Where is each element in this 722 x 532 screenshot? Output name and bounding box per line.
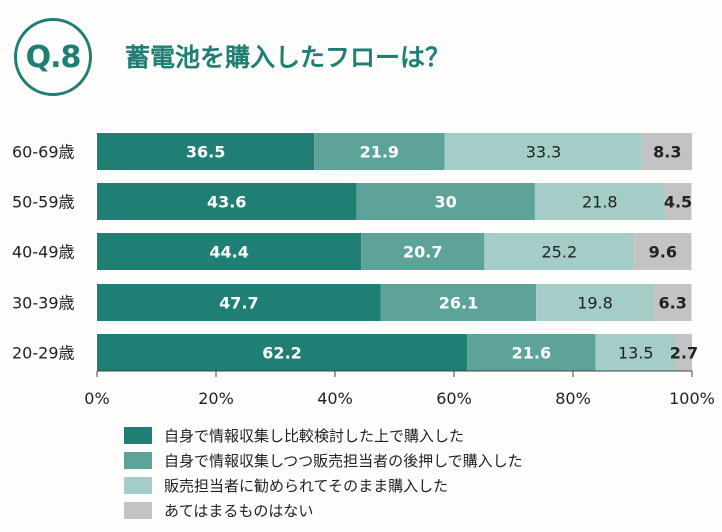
bar-segment	[534, 183, 665, 220]
data-label: 8.3	[653, 143, 681, 162]
legend: 自身で情報収集し比較検討した上で購入した自身で情報収集しつつ販売担当者の後押しで…	[124, 424, 523, 524]
legend-label: 自身で情報収集し比較検討した上で購入した	[164, 426, 465, 445]
bar-segment	[97, 183, 357, 220]
bar-segment	[97, 284, 381, 321]
bar-segment	[675, 334, 692, 371]
legend-swatch	[124, 451, 152, 469]
bar-segment	[356, 183, 535, 220]
x-tick-label: 100%	[669, 389, 715, 408]
data-label: 62.2	[262, 344, 301, 363]
legend-label: 販売担当者に勧められてそのまま購入した	[164, 476, 449, 495]
data-label: 43.6	[207, 193, 246, 212]
data-label: 20.7	[403, 243, 442, 262]
data-label: 25.2	[542, 243, 578, 262]
bar-segment	[467, 334, 596, 371]
data-label: 6.3	[658, 294, 686, 313]
question-badge: Q.8	[14, 18, 92, 96]
bar-segment	[642, 133, 692, 170]
bar-segment	[97, 133, 315, 170]
legend-item: 販売担当者に勧められてそのまま購入した	[124, 474, 523, 496]
legend-swatch	[124, 476, 152, 494]
data-label: 2.7	[670, 344, 698, 363]
legend-label: あてはまるものはない	[164, 501, 314, 520]
data-label: 19.8	[577, 294, 613, 313]
category-label: 50-59歳	[12, 193, 75, 212]
bar-segment	[97, 233, 362, 270]
x-tick-label: 60%	[436, 389, 472, 408]
data-label: 21.8	[582, 193, 618, 212]
category-label: 20-29歳	[12, 344, 75, 363]
bar-segment	[484, 233, 635, 270]
data-label: 30	[435, 193, 457, 212]
bar-segment	[595, 334, 676, 371]
bar-segment	[653, 284, 692, 321]
bar-segment	[97, 334, 468, 371]
bar-segment	[380, 284, 537, 321]
header: Q.8 蓄電池を購入したフローは？	[14, 18, 714, 98]
data-label: 13.5	[618, 344, 654, 363]
legend-item: 自身で情報収集しつつ販売担当者の後押しで購入した	[124, 449, 523, 471]
bar-segment	[664, 183, 692, 220]
data-label: 9.6	[649, 243, 677, 262]
legend-item: 自身で情報収集し比較検討した上で購入した	[124, 424, 523, 446]
data-label: 26.1	[439, 294, 478, 313]
data-label: 36.5	[186, 143, 225, 162]
data-label: 47.7	[219, 294, 258, 313]
bar-segment	[361, 233, 485, 270]
legend-swatch	[124, 501, 152, 519]
data-label: 33.3	[526, 143, 562, 162]
category-label: 40-49歳	[12, 243, 75, 262]
legend-label: 自身で情報収集しつつ販売担当者の後押しで購入した	[164, 451, 523, 470]
bar-segment	[314, 133, 445, 170]
question-title: 蓄電池を購入したフローは？	[125, 43, 451, 72]
data-label: 44.4	[209, 243, 248, 262]
data-label: 21.6	[512, 344, 551, 363]
legend-swatch	[124, 426, 152, 444]
data-label: 21.9	[360, 143, 399, 162]
bar-segment	[444, 133, 643, 170]
x-tick-label: 0%	[84, 389, 109, 408]
x-tick-label: 40%	[317, 389, 353, 408]
stacked-bar-chart: 60-69歳 36.5 21.9 33.3 8.3 50-59歳 43.6 30 21.8 4.5…	[12, 133, 715, 408]
category-label: 30-39歳	[12, 294, 75, 313]
category-label: 60-69歳	[12, 143, 75, 162]
data-label: 4.5	[664, 193, 692, 212]
bar-segment	[536, 284, 654, 321]
bar-segment	[634, 233, 692, 270]
x-tick-label: 20%	[198, 389, 234, 408]
x-tick-label: 80%	[555, 389, 591, 408]
legend-item: あてはまるものはない	[124, 499, 523, 521]
